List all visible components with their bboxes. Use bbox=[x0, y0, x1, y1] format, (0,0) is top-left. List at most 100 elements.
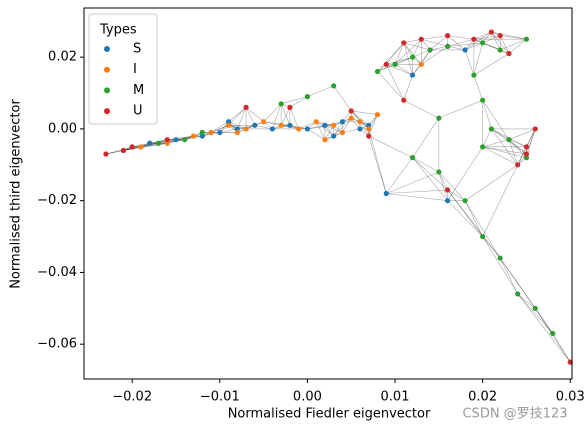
point bbox=[348, 115, 354, 121]
point bbox=[331, 122, 337, 128]
edge bbox=[473, 38, 501, 51]
edge bbox=[508, 139, 527, 158]
edge bbox=[491, 128, 510, 140]
edge bbox=[473, 53, 510, 76]
edge bbox=[447, 35, 466, 51]
point bbox=[164, 137, 170, 143]
edge bbox=[499, 257, 553, 334]
point bbox=[532, 126, 538, 132]
edge bbox=[351, 110, 378, 115]
point bbox=[506, 137, 512, 143]
point bbox=[313, 119, 319, 125]
edge bbox=[324, 125, 334, 140]
edge bbox=[464, 200, 483, 237]
edge bbox=[359, 121, 369, 137]
edge bbox=[394, 42, 405, 65]
point bbox=[409, 72, 416, 78]
point bbox=[287, 122, 293, 128]
edge bbox=[447, 38, 474, 47]
edge bbox=[421, 49, 431, 65]
edge bbox=[482, 164, 518, 237]
edge bbox=[289, 96, 308, 108]
edge bbox=[473, 42, 483, 76]
edge bbox=[403, 99, 439, 119]
edge bbox=[464, 200, 501, 259]
point bbox=[480, 97, 486, 103]
point bbox=[366, 122, 372, 128]
edge bbox=[281, 125, 308, 130]
edge bbox=[351, 110, 369, 126]
edge bbox=[482, 236, 501, 259]
edge bbox=[368, 114, 378, 137]
edge bbox=[175, 135, 203, 140]
point bbox=[331, 133, 337, 139]
point bbox=[225, 119, 232, 125]
edge bbox=[342, 117, 352, 133]
edge bbox=[280, 103, 291, 126]
point bbox=[120, 147, 127, 154]
point bbox=[444, 33, 451, 39]
point bbox=[199, 133, 205, 139]
edge bbox=[315, 121, 326, 140]
legend-title: Types bbox=[99, 23, 137, 38]
point bbox=[480, 40, 486, 46]
edge bbox=[429, 35, 448, 51]
point bbox=[436, 115, 442, 121]
edge bbox=[473, 35, 501, 40]
point bbox=[261, 119, 267, 125]
legend-label: M bbox=[133, 83, 144, 98]
point bbox=[331, 83, 337, 89]
point bbox=[357, 126, 363, 132]
edge bbox=[403, 38, 422, 44]
legend-marker bbox=[104, 46, 110, 52]
edge bbox=[228, 107, 247, 126]
edge bbox=[403, 42, 422, 65]
point bbox=[532, 305, 538, 311]
edge bbox=[430, 46, 448, 51]
edge bbox=[132, 142, 159, 148]
edge bbox=[499, 257, 518, 295]
point bbox=[103, 151, 109, 157]
edge bbox=[272, 103, 282, 130]
point bbox=[339, 119, 346, 125]
edge bbox=[210, 121, 229, 133]
edge bbox=[386, 171, 439, 194]
edge bbox=[491, 31, 527, 40]
y-tick-label: −0.06 bbox=[37, 337, 77, 352]
edge bbox=[473, 31, 492, 40]
point bbox=[523, 144, 530, 150]
point bbox=[497, 33, 503, 39]
edge bbox=[447, 42, 483, 47]
point bbox=[383, 61, 389, 67]
legend-label: I bbox=[133, 62, 137, 77]
edge bbox=[508, 38, 527, 54]
point bbox=[339, 129, 346, 136]
edge bbox=[508, 139, 527, 148]
edge bbox=[386, 189, 448, 194]
edge bbox=[368, 128, 387, 194]
legend-label: S bbox=[133, 42, 141, 57]
edge bbox=[447, 46, 466, 51]
edge bbox=[491, 128, 518, 165]
point bbox=[269, 126, 275, 132]
point bbox=[182, 137, 188, 143]
edge bbox=[482, 35, 501, 44]
edge bbox=[412, 39, 422, 58]
point bbox=[155, 140, 162, 146]
legend-box bbox=[88, 13, 158, 125]
edge bbox=[464, 31, 492, 51]
y-tick-label: −0.04 bbox=[37, 265, 77, 280]
edge bbox=[508, 139, 518, 165]
point bbox=[296, 126, 302, 132]
edge bbox=[333, 121, 343, 137]
edge bbox=[386, 56, 413, 65]
edge bbox=[324, 125, 343, 133]
point bbox=[471, 36, 477, 42]
edge bbox=[105, 150, 124, 155]
edge bbox=[377, 64, 396, 72]
edge bbox=[289, 107, 299, 130]
point bbox=[173, 137, 179, 143]
edge bbox=[473, 74, 483, 101]
